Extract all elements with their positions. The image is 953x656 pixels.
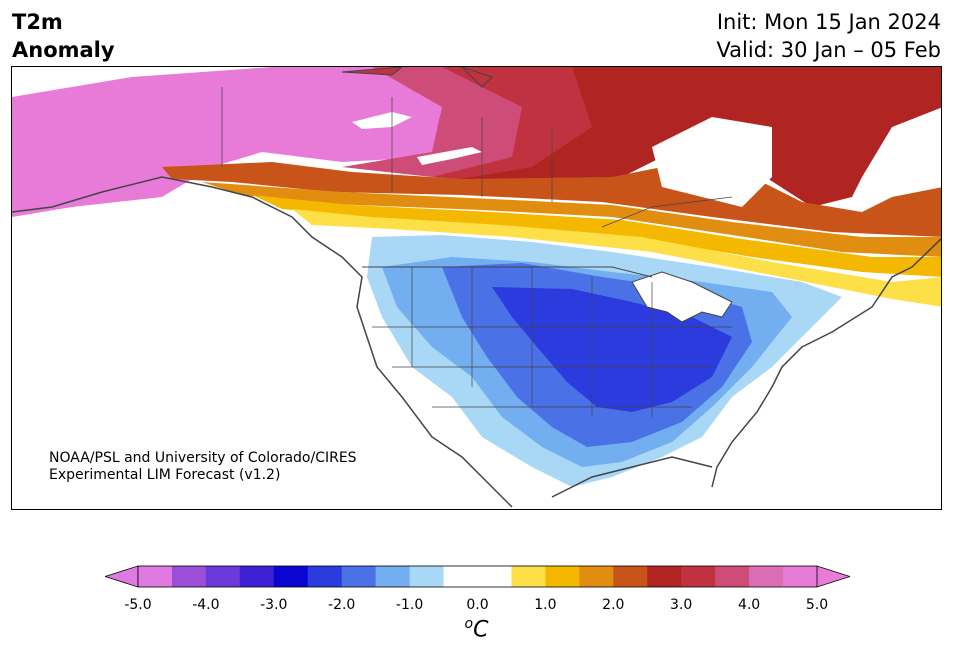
map-panel — [11, 66, 942, 510]
colorbar-tick-label: -5.0 — [124, 597, 152, 613]
init-date: Init: Mon 15 Jan 2024 — [716, 10, 941, 34]
state-lines — [221, 87, 733, 417]
colorbar-segment — [239, 566, 275, 587]
colorbar-segment — [477, 566, 512, 587]
colorbar-segment — [307, 566, 343, 587]
colorbar-segment — [409, 566, 445, 587]
title-field: Anomaly — [12, 38, 115, 62]
coastline — [12, 176, 513, 508]
great-lakes — [631, 271, 733, 323]
colorbar-segment — [341, 566, 377, 587]
colorbar-tick-label: 1.0 — [534, 597, 557, 613]
credit-line-2: Experimental LIM Forecast (v1.2) — [49, 467, 281, 483]
unit-degree: o — [464, 616, 474, 632]
anomaly-band-rose — [342, 67, 532, 177]
credit-text: NOAA/PSL and University of Colorado/CIRE… — [49, 450, 357, 484]
colorbar-segment — [375, 566, 411, 587]
us-canada-border — [362, 266, 653, 278]
colorbar-tick-label: -2.0 — [328, 597, 356, 613]
colorbar-tick-label: 2.0 — [602, 597, 625, 613]
colorbar-unit: oC — [0, 616, 953, 642]
colorbar-tick-label: 0.0 — [466, 597, 489, 613]
forecast-dates: Init: Mon 15 Jan 2024 Valid: 30 Jan – 05… — [716, 8, 941, 64]
title-variable: T2m — [12, 10, 63, 34]
colorbar-segment — [138, 566, 173, 587]
colorbar-segment — [545, 566, 580, 587]
credit-line-1: NOAA/PSL and University of Colorado/CIRE… — [49, 450, 357, 466]
map-title: T2m Anomaly — [12, 8, 115, 64]
colorbar-min-extension — [105, 565, 139, 588]
colorbar-segment — [715, 566, 750, 587]
colorbar-segment — [681, 566, 716, 587]
arctic-islands — [341, 67, 493, 88]
colorbar-tick-label: -1.0 — [395, 597, 424, 613]
colorbar-tick-label: 5.0 — [805, 597, 829, 613]
colorbar-segment — [205, 566, 241, 587]
anomaly-band-blue-dark — [492, 287, 732, 412]
colorbar-segment — [273, 566, 309, 587]
colorbar-max-extension — [816, 565, 850, 588]
colorbar-segment — [511, 566, 546, 587]
colorbar-tick-label: 3.0 — [670, 597, 693, 613]
colorbar-segment — [579, 566, 614, 587]
lake-winnipeg — [352, 112, 482, 165]
colorbar-segment — [171, 566, 207, 587]
colorbar-segment — [647, 566, 682, 587]
colorbar-segment — [783, 566, 818, 587]
colorbar-tick-label: -4.0 — [192, 597, 220, 613]
anomaly-band-amber — [252, 195, 941, 277]
anomaly-band-orange — [202, 182, 941, 257]
colorbar-segment — [749, 566, 784, 587]
colorbar-tick-label: -3.0 — [260, 597, 288, 613]
hudson-bay — [652, 117, 772, 207]
colorbar-segment — [443, 566, 478, 587]
anomaly-band-yellow — [292, 209, 941, 307]
colorbar-tick-label: 4.0 — [737, 597, 761, 613]
valid-range: Valid: 30 Jan – 05 Feb — [716, 38, 941, 62]
colorbar — [105, 565, 850, 588]
anomaly-map — [12, 67, 941, 508]
east-coast — [711, 237, 941, 488]
colorbar-segment — [613, 566, 648, 587]
gulf-coast — [551, 456, 713, 498]
colorbar-outline — [137, 565, 818, 588]
anomaly-band-pink — [12, 67, 452, 217]
unit-base: C — [473, 617, 489, 643]
